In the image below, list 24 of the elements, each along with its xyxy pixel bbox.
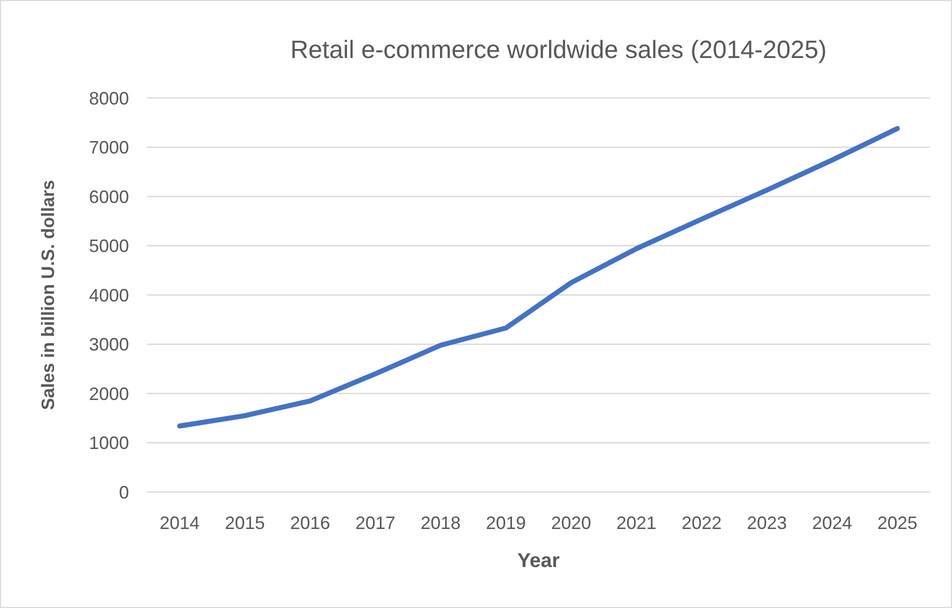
y-tick-label: 5000 xyxy=(88,236,129,256)
x-tick-label: 2025 xyxy=(877,513,918,533)
y-tick-label: 2000 xyxy=(88,384,129,404)
y-tick-label: 0 xyxy=(118,482,129,502)
y-tick-label: 7000 xyxy=(88,138,129,158)
chart-title: Retail e-commerce worldwide sales (2014-2025) xyxy=(290,36,827,64)
x-tick-label: 2017 xyxy=(355,513,396,533)
y-axis-title: Sales in billion U.S. dollars xyxy=(38,180,58,410)
x-tick-label: 2020 xyxy=(551,513,592,533)
x-tick-label: 2022 xyxy=(682,513,722,533)
y-tick-label: 4000 xyxy=(88,285,129,306)
x-tick-label: 2014 xyxy=(160,513,200,533)
x-tick-label: 2015 xyxy=(224,513,265,533)
x-tick-label: 2019 xyxy=(486,513,526,533)
y-tick-label: 6000 xyxy=(88,186,129,207)
x-tick-label: 2024 xyxy=(812,513,852,533)
y-tick-label: 3000 xyxy=(88,334,129,355)
x-tick-label: 2021 xyxy=(616,513,656,533)
x-tick-label: 2018 xyxy=(420,513,461,533)
y-tick-label: 1000 xyxy=(88,433,129,454)
x-axis-title: Year xyxy=(517,550,560,572)
x-tick-label: 2016 xyxy=(290,513,330,533)
y-tick-label: 8000 xyxy=(88,88,129,108)
x-tick-label: 2023 xyxy=(746,513,787,533)
